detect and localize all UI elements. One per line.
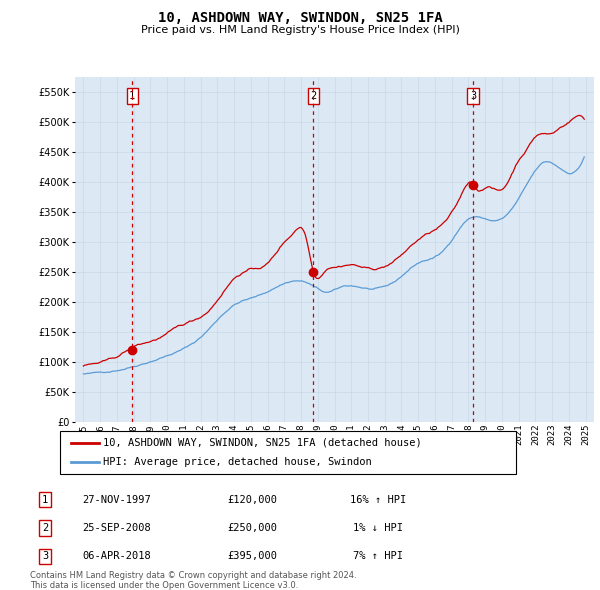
Text: 10, ASHDOWN WAY, SWINDON, SN25 1FA: 10, ASHDOWN WAY, SWINDON, SN25 1FA (158, 11, 442, 25)
Text: 10, ASHDOWN WAY, SWINDON, SN25 1FA (detached house): 10, ASHDOWN WAY, SWINDON, SN25 1FA (deta… (103, 438, 422, 448)
Text: 1: 1 (42, 495, 48, 504)
Text: 2: 2 (42, 523, 48, 533)
Text: 27-NOV-1997: 27-NOV-1997 (83, 495, 151, 504)
Text: £120,000: £120,000 (227, 495, 277, 504)
Text: HPI: Average price, detached house, Swindon: HPI: Average price, detached house, Swin… (103, 457, 372, 467)
Text: 1% ↓ HPI: 1% ↓ HPI (353, 523, 403, 533)
Text: 06-APR-2018: 06-APR-2018 (83, 552, 151, 561)
FancyBboxPatch shape (60, 431, 516, 474)
Text: Price paid vs. HM Land Registry's House Price Index (HPI): Price paid vs. HM Land Registry's House … (140, 25, 460, 35)
Text: 7% ↑ HPI: 7% ↑ HPI (353, 552, 403, 561)
Text: £395,000: £395,000 (227, 552, 277, 561)
Text: 1: 1 (129, 91, 136, 101)
Text: Contains HM Land Registry data © Crown copyright and database right 2024.
This d: Contains HM Land Registry data © Crown c… (30, 571, 356, 590)
Text: 3: 3 (470, 91, 476, 101)
Text: £250,000: £250,000 (227, 523, 277, 533)
Text: 25-SEP-2008: 25-SEP-2008 (83, 523, 151, 533)
Text: 3: 3 (42, 552, 48, 561)
Text: 2: 2 (310, 91, 316, 101)
Text: 16% ↑ HPI: 16% ↑ HPI (350, 495, 406, 504)
